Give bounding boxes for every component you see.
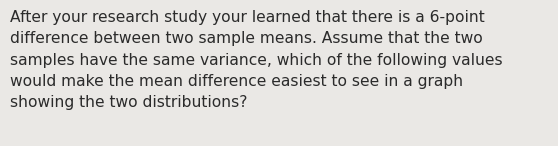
Text: After your research study your learned that there is a 6-point
difference betwee: After your research study your learned t… bbox=[10, 10, 503, 110]
